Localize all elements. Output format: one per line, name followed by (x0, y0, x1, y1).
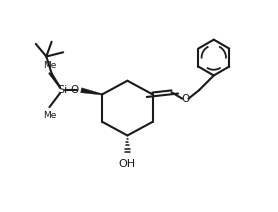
Text: Me: Me (43, 61, 56, 70)
Text: Si: Si (57, 85, 67, 95)
Polygon shape (81, 88, 102, 95)
Text: O: O (181, 94, 190, 104)
Text: O: O (70, 85, 79, 95)
Text: OH: OH (119, 159, 136, 169)
Text: Me: Me (43, 111, 56, 120)
